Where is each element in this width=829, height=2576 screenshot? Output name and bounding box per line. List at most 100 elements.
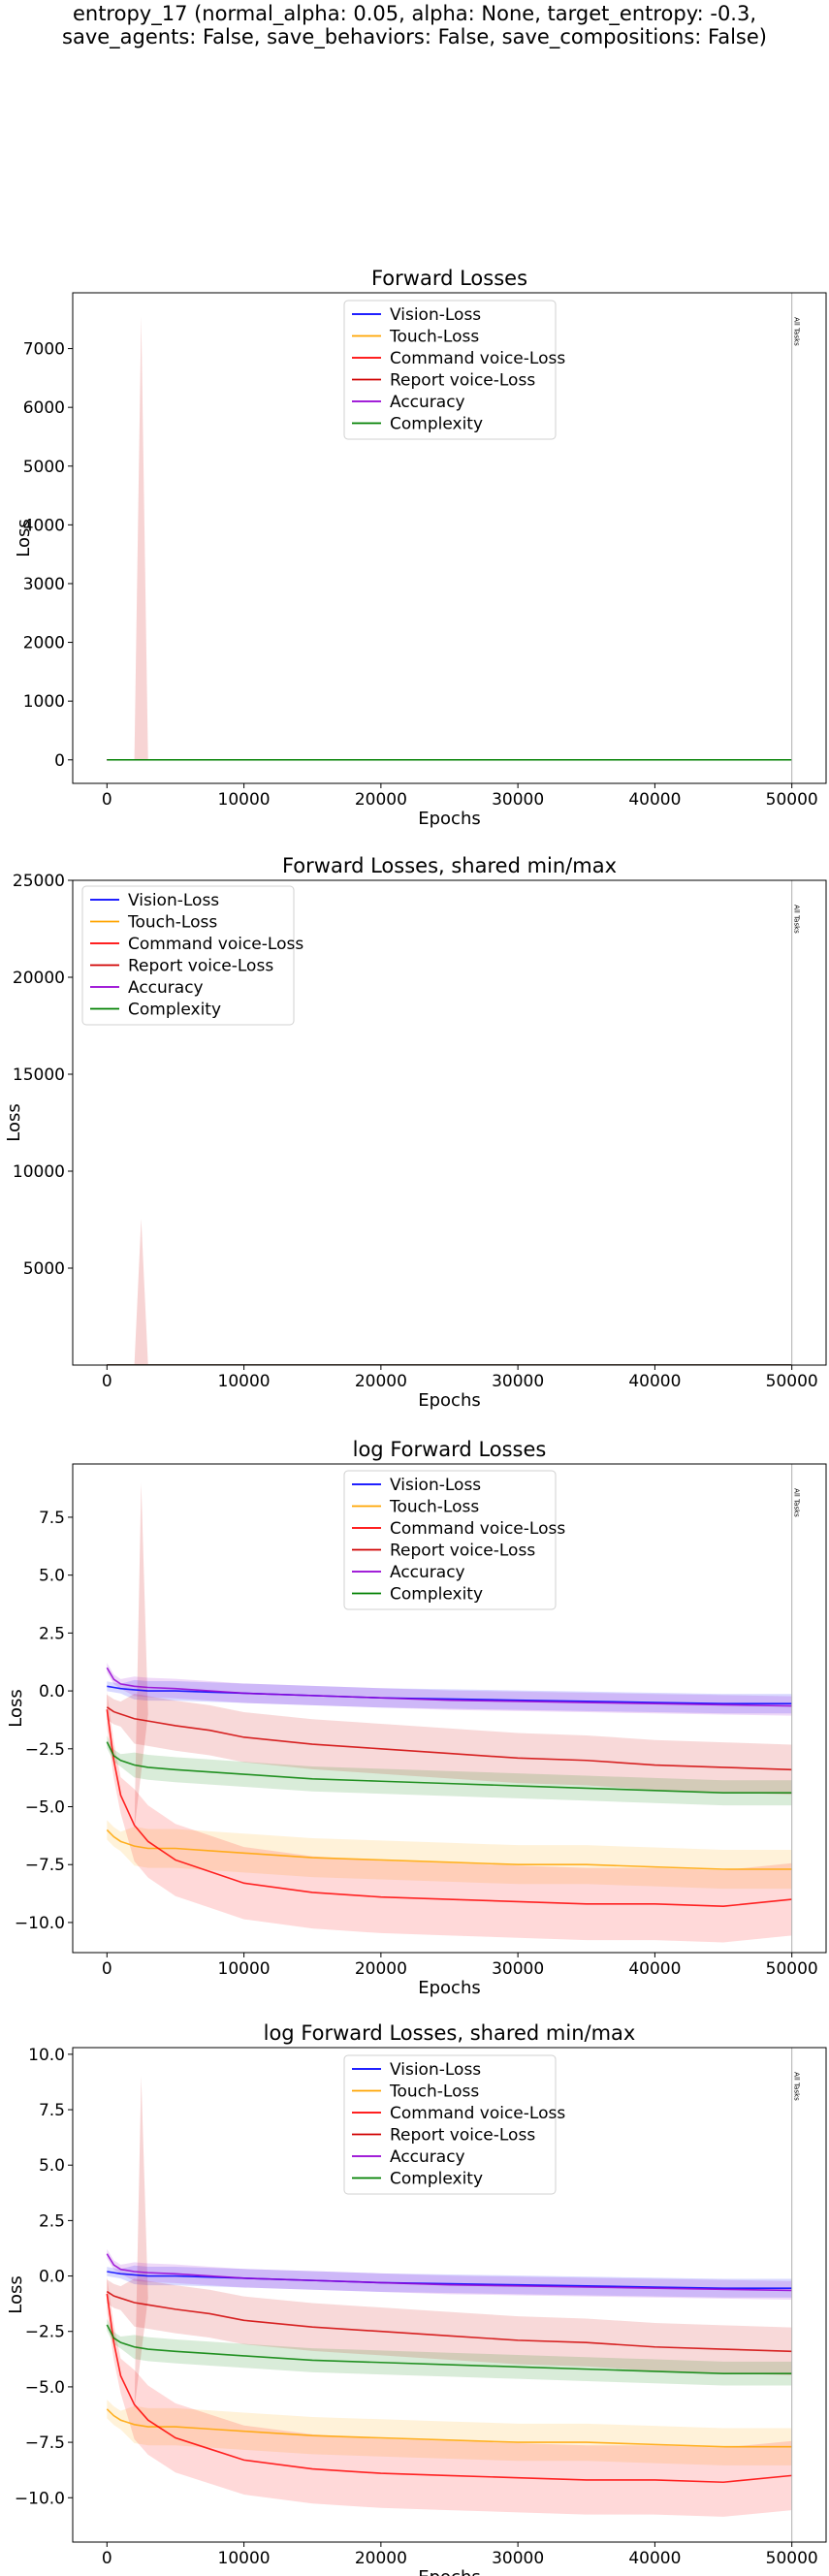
chart-title: log Forward Losses, shared min/max bbox=[264, 2021, 636, 2045]
y-tick-label: 2.5 bbox=[39, 1624, 65, 1643]
band-vision-loss bbox=[107, 2265, 792, 2298]
y-tick-label: −10.0 bbox=[15, 2489, 65, 2508]
x-tick-label: 40000 bbox=[628, 790, 681, 810]
x-tick-label: 10000 bbox=[218, 2549, 271, 2568]
band-command-voice-loss bbox=[107, 1691, 792, 1943]
legend-label: Report voice-Loss bbox=[390, 2126, 535, 2146]
y-axis-label: Loss bbox=[6, 1689, 26, 1727]
line-report-voice-loss bbox=[106, 2290, 792, 2353]
y-tick-label: 5.0 bbox=[39, 1567, 65, 1586]
y-tick-label: −7.5 bbox=[25, 2433, 65, 2453]
legend-label: Report voice-Loss bbox=[390, 1542, 535, 1561]
line-complexity bbox=[106, 1741, 792, 1794]
chart-panel-4: All Tasks 0 10000 20000 30000 40000 50000 −10.0… bbox=[6, 2021, 827, 2576]
line-complexity bbox=[106, 2324, 792, 2374]
plot-area bbox=[107, 316, 792, 761]
x-tick-label: 20000 bbox=[355, 2549, 407, 2568]
spike-band bbox=[134, 316, 148, 760]
x-tick-label: 40000 bbox=[628, 2549, 681, 2568]
x-tick-label: 20000 bbox=[355, 1372, 407, 1391]
axes-frame bbox=[72, 1463, 827, 1954]
legend-box bbox=[343, 2054, 557, 2195]
legend-label: Report voice-Loss bbox=[390, 371, 535, 391]
band-touch-loss bbox=[107, 1820, 792, 1890]
legend-label: Accuracy bbox=[390, 1563, 465, 1582]
chart-title: Forward Losses bbox=[371, 267, 527, 290]
y-tick-label: 7000 bbox=[23, 340, 65, 360]
chart-panel-1: All Tasks 0 10000 20000 30000 40000 50000 0 1000… bbox=[14, 267, 827, 829]
legend-label: Accuracy bbox=[128, 978, 204, 998]
figure-title-line-2: save_agents: False, save_behaviors: Fals… bbox=[62, 25, 767, 48]
x-tick-label: 30000 bbox=[492, 2549, 544, 2568]
line-report-voice-loss bbox=[106, 1706, 792, 1771]
legend-label: Vision-Loss bbox=[128, 891, 219, 910]
x-tick-label: 50000 bbox=[766, 790, 818, 810]
task-marker-label: All Tasks bbox=[793, 317, 801, 346]
axes-frame bbox=[72, 2047, 827, 2543]
legend-label: Vision-Loss bbox=[390, 305, 481, 325]
legend: Vision-Loss Touch-Loss Command voice-Loss R… bbox=[343, 1470, 565, 1610]
legend-label: Complexity bbox=[390, 1585, 483, 1605]
axes-frame bbox=[72, 292, 827, 784]
y-tick-label: 15000 bbox=[13, 1065, 65, 1085]
legend-box bbox=[81, 885, 295, 1026]
band-complexity bbox=[107, 2318, 792, 2386]
y-axis-label: Loss bbox=[6, 2275, 26, 2313]
y-tick-label: 6000 bbox=[23, 398, 65, 418]
legend-label: Vision-Loss bbox=[390, 1476, 481, 1495]
y-tick-label: 0 bbox=[54, 751, 65, 771]
y-tick-label: 0.0 bbox=[39, 2268, 65, 2287]
chart-panel-3: All Tasks 0 10000 20000 30000 40000 50000 −10.0… bbox=[6, 1438, 827, 1998]
spike-band bbox=[134, 2076, 148, 2409]
x-tick-label: 0 bbox=[102, 790, 112, 810]
x-axis-label: Epochs bbox=[418, 2567, 481, 2576]
y-tick-label: 5000 bbox=[23, 1259, 65, 1279]
y-tick-label: 25000 bbox=[13, 872, 65, 891]
legend-label: Complexity bbox=[390, 2170, 483, 2189]
x-tick-label: 10000 bbox=[218, 1959, 271, 1979]
x-axis-label: Epochs bbox=[418, 1390, 481, 1411]
y-tick-label: −10.0 bbox=[15, 1914, 65, 1933]
legend-label: Accuracy bbox=[390, 2147, 465, 2167]
band-complexity bbox=[107, 1735, 792, 1806]
y-tick-label: −7.5 bbox=[25, 1856, 65, 1875]
y-tick-label: 5000 bbox=[23, 458, 65, 477]
legend-box bbox=[343, 300, 557, 440]
y-tick-label: 4000 bbox=[23, 516, 65, 535]
legend-label: Complexity bbox=[128, 1001, 221, 1020]
x-tick-label: 50000 bbox=[766, 2549, 818, 2568]
x-tick-label: 30000 bbox=[492, 1959, 544, 1979]
plot-area bbox=[106, 2076, 792, 2517]
band-report-voice-loss bbox=[107, 1693, 792, 1796]
plot-area bbox=[106, 1482, 792, 1943]
chart-title: log Forward Losses bbox=[353, 1438, 547, 1461]
y-tick-label: 3000 bbox=[23, 575, 65, 594]
line-touch-loss bbox=[106, 2408, 792, 2448]
y-tick-label: −2.5 bbox=[25, 1740, 65, 1760]
spike-band bbox=[134, 1219, 148, 1365]
y-tick-label: 0.0 bbox=[39, 1682, 65, 1701]
x-tick-label: 20000 bbox=[355, 790, 407, 810]
x-tick-label: 40000 bbox=[628, 1959, 681, 1979]
legend-label: Report voice-Loss bbox=[128, 957, 273, 976]
legend-label: Complexity bbox=[390, 415, 483, 434]
line-command-voice-loss bbox=[106, 2293, 792, 2484]
x-tick-label: 40000 bbox=[628, 1372, 681, 1391]
band-command-voice-loss bbox=[107, 2276, 792, 2517]
chart-panel-2: All Tasks 0 10000 20000 30000 40000 50000 5000 1… bbox=[4, 854, 827, 1411]
y-tick-label: −5.0 bbox=[25, 1798, 65, 1818]
x-tick-label: 0 bbox=[102, 1959, 112, 1979]
x-tick-label: 0 bbox=[102, 2549, 112, 2568]
y-tick-label: 20000 bbox=[13, 969, 65, 988]
legend: Vision-Loss Touch-Loss Command voice-Loss R… bbox=[343, 2054, 565, 2195]
legend-label: Vision-Loss bbox=[390, 2060, 481, 2080]
y-axis-label: Loss bbox=[14, 519, 34, 557]
x-tick-label: 50000 bbox=[766, 1959, 818, 1979]
x-tick-label: 20000 bbox=[355, 1959, 407, 1979]
x-tick-label: 10000 bbox=[218, 1372, 271, 1391]
line-accuracy bbox=[106, 1667, 792, 1707]
legend-label: Command voice-Loss bbox=[390, 349, 565, 368]
task-marker-label: All Tasks bbox=[793, 2072, 801, 2101]
legend-label: Command voice-Loss bbox=[128, 935, 303, 954]
